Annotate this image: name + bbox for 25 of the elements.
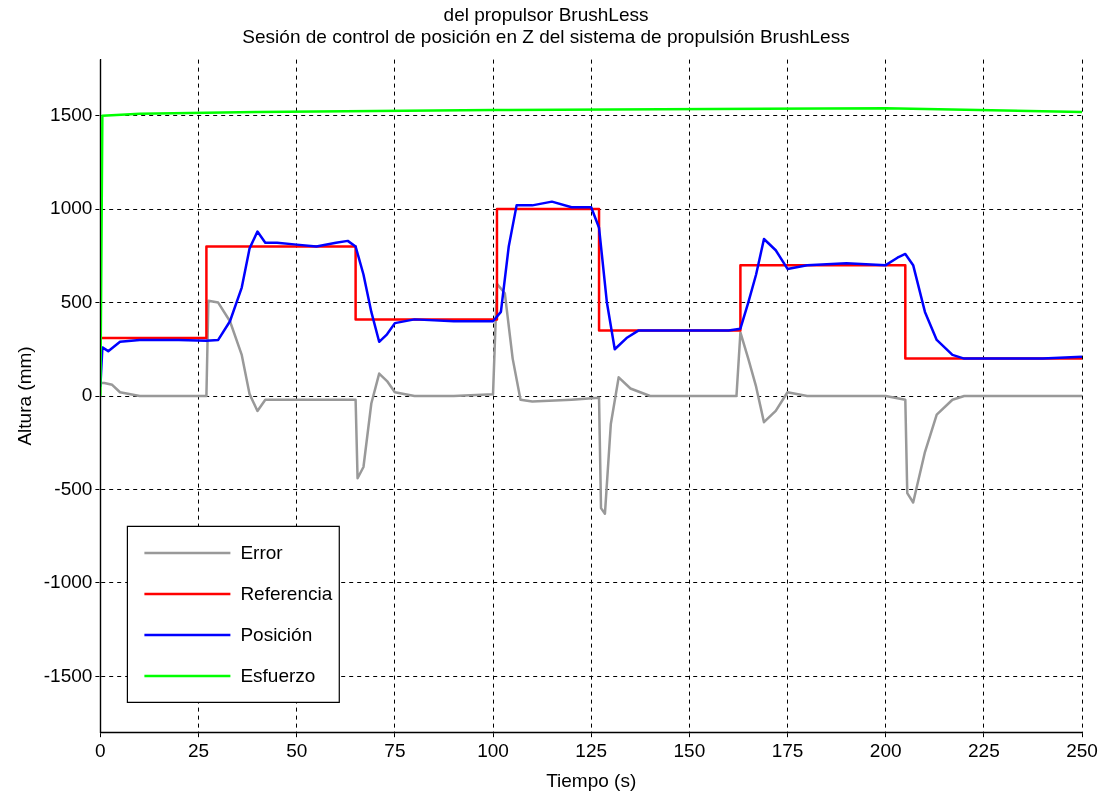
y-tick-label: -1000 [43, 571, 93, 593]
x-tick-label: 75 [384, 740, 406, 762]
legend-label: Esfuerzo [240, 665, 316, 687]
y-tick-label: 1500 [50, 103, 93, 125]
y-axis-title: Altura (mm) [13, 346, 35, 446]
chart-title: del propulsor BrushLess [443, 3, 649, 25]
x-tick-label: 50 [286, 740, 308, 762]
legend-label: Error [240, 542, 284, 564]
y-tick-label: 500 [60, 290, 93, 312]
legend-label: Posición [240, 624, 313, 646]
x-tick-label: 100 [477, 740, 509, 762]
x-tick-label: 250 [1066, 740, 1098, 762]
x-tick-label: 25 [187, 740, 210, 762]
x-tick-label: 225 [967, 740, 1000, 762]
x-tick-label: 150 [673, 740, 706, 762]
x-tick-label: 125 [575, 740, 608, 762]
y-tick-label: 1000 [50, 197, 93, 219]
chart-subtitle: Sesión de control de posición en Z del sistema de propulsión BrushLess [242, 26, 850, 48]
x-tick-label: 200 [869, 740, 902, 762]
x-tick-label: 175 [771, 740, 804, 762]
y-tick-label: -500 [54, 477, 93, 499]
legend-label: Referencia [240, 583, 333, 605]
y-tick-label: 0 [81, 384, 93, 406]
x-axis-title: Tiempo (s) [546, 769, 637, 791]
y-tick-label: -1500 [43, 664, 93, 686]
